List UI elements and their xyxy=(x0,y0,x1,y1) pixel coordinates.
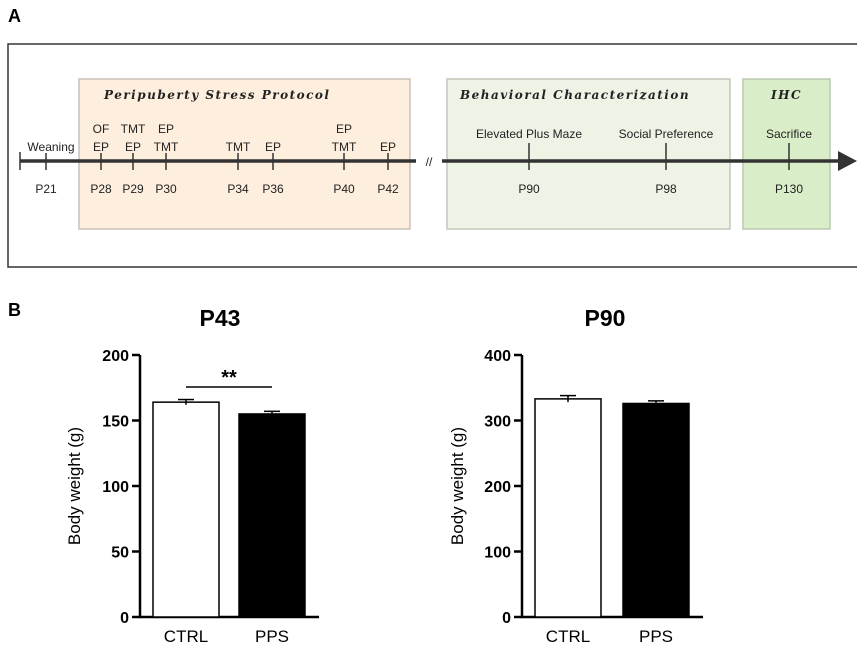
timeline-event-label: EP xyxy=(380,140,396,154)
y-tick-label: 200 xyxy=(484,479,511,496)
timeline-day-label: P28 xyxy=(90,182,112,196)
timeline-arrowhead xyxy=(838,151,857,171)
y-tick-label: 300 xyxy=(484,414,511,431)
chart-p90: P90 Body weight (g) 0 100 200 300 400 CTRL PPS xyxy=(448,305,703,646)
timeline-event-label: EP xyxy=(336,122,352,136)
section-box-behavioral xyxy=(446,78,731,230)
bar-ctrl xyxy=(534,398,602,618)
timeline-day-label: P29 xyxy=(122,182,144,196)
timeline-event-label: EP xyxy=(93,140,109,154)
timeline-event-label: EP xyxy=(265,140,281,154)
category-label-pps: PPS xyxy=(639,627,673,646)
timeline-break: // xyxy=(426,155,433,169)
timeline-event-p34: P34 TMT xyxy=(226,140,251,196)
significance-label: ** xyxy=(221,367,237,389)
timeline-day-label: P21 xyxy=(35,182,57,196)
y-tick-label: 50 xyxy=(111,545,129,562)
bar-ctrl xyxy=(152,401,220,618)
timeline-event-p36: P36 EP xyxy=(262,140,284,196)
timeline-event-label: Sacrifice xyxy=(766,127,812,141)
section-box-ihc xyxy=(742,78,831,230)
chart-title: P90 xyxy=(585,305,626,331)
timeline-event-p29: P29 TMT EP xyxy=(121,122,146,196)
timeline-event-label: TMT xyxy=(226,140,251,154)
timeline-event-label: TMT xyxy=(121,122,146,136)
section-title-ihc: IHC xyxy=(770,88,802,102)
timeline-day-label: P34 xyxy=(227,182,249,196)
timeline-event-p21: P21 Weaning xyxy=(27,140,74,196)
panel-b-letter: B xyxy=(8,300,21,320)
timeline-event-label: Social Preference xyxy=(619,127,714,141)
section-box-peripuberty xyxy=(78,78,411,230)
timeline-event-label: OF xyxy=(93,122,110,136)
timeline-day-label: P36 xyxy=(262,182,284,196)
timeline-event-p90: P90 Elevated Plus Maze xyxy=(476,127,582,196)
bar-pps xyxy=(622,402,690,618)
panel-a-letter: A xyxy=(8,6,21,26)
timeline-event-label: EP xyxy=(158,122,174,136)
section-title-behavioral: Behavioral Characterization xyxy=(459,88,690,102)
timeline-event-p30: P30 EP TMT xyxy=(154,122,179,196)
timeline-event-label: TMT xyxy=(332,140,357,154)
timeline-event-label: Elevated Plus Maze xyxy=(476,127,582,141)
y-axis-label: Body weight (g) xyxy=(448,427,467,545)
section-title-peripuberty: Peripuberty Stress Protocol xyxy=(103,88,331,102)
category-label-pps: PPS xyxy=(255,627,289,646)
y-tick-label: 400 xyxy=(484,348,511,365)
timeline-event-label: Weaning xyxy=(27,140,74,154)
timeline-event-label: EP xyxy=(125,140,141,154)
timeline-event-p98: P98 Social Preference xyxy=(619,127,714,196)
timeline-break-gap xyxy=(416,153,442,169)
timeline-event-p130: P130 Sacrifice xyxy=(766,127,812,196)
y-tick-label: 100 xyxy=(484,545,511,562)
timeline-day-label: P42 xyxy=(377,182,399,196)
chart-p43: P43 Body weight (g) 0 50 100 150 200 CTRL PPS ** xyxy=(65,305,319,646)
chart-title: P43 xyxy=(200,305,241,331)
timeline-event-p40: P40 EP TMT xyxy=(332,122,357,196)
y-tick-label: 150 xyxy=(102,414,129,431)
panel-a-frame xyxy=(7,43,857,268)
timeline-day-label: P90 xyxy=(518,182,540,196)
y-axis-label: Body weight (g) xyxy=(65,427,84,545)
category-label-ctrl: CTRL xyxy=(164,627,208,646)
timeline-events: P21WeaningP28OFEPP29TMTEPP30EPTMTP34TMTP… xyxy=(27,122,812,196)
timeline-day-label: P30 xyxy=(155,182,177,196)
timeline-event-p28: P28 OF EP xyxy=(90,122,112,196)
timeline-day-label: P40 xyxy=(333,182,355,196)
category-label-ctrl: CTRL xyxy=(546,627,590,646)
timeline-day-label: P130 xyxy=(775,182,803,196)
bar-pps xyxy=(238,413,306,618)
y-tick-label: 100 xyxy=(102,479,129,496)
timeline-day-label: P98 xyxy=(655,182,677,196)
y-tick-label: 200 xyxy=(102,348,129,365)
y-tick-label: 0 xyxy=(120,610,129,627)
timeline-event-label: TMT xyxy=(154,140,179,154)
timeline-event-p42: P42 EP xyxy=(377,140,399,196)
y-tick-label: 0 xyxy=(502,610,511,627)
